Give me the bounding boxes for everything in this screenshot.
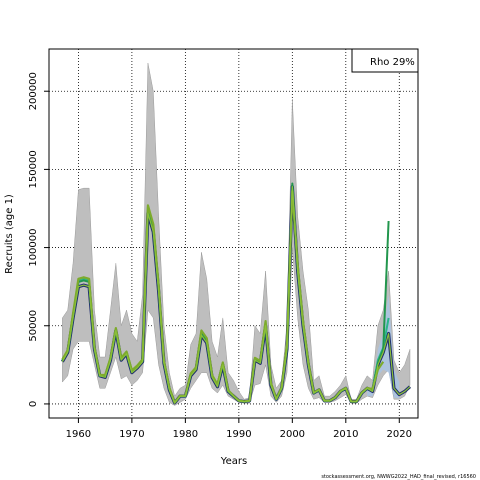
y-tick-label: 0 [28, 401, 39, 407]
x-tick-label: 1970 [119, 429, 144, 440]
y-tick-label: 200000 [28, 72, 39, 110]
legend-text: Rho 29% [370, 57, 415, 68]
y-tick-label: 50000 [28, 310, 39, 342]
confidence-band [62, 63, 411, 406]
plot-frame [48, 48, 419, 419]
x-tick-label: 1960 [66, 429, 91, 440]
legend-box [351, 48, 419, 73]
series-line-base-overlay [61, 185, 411, 404]
x-axis: 1960 1970 1980 1990 2000 2010 2020 [66, 418, 412, 440]
credit-text: stockassessment.org, NWWG2022_HAD_final_… [321, 474, 476, 480]
legend: Rho 29% [351, 48, 419, 73]
x-tick-label: 2000 [280, 429, 305, 440]
plot-area [48, 48, 419, 419]
y-axis: 0 50000 100000 150000 200000 [28, 72, 49, 407]
x-tick-label: 2020 [387, 429, 412, 440]
x-tick-label: 1990 [226, 429, 251, 440]
x-tick-label: 1980 [173, 429, 198, 440]
y-tick-label: 100000 [28, 228, 39, 266]
series-lines [60, 182, 412, 405]
x-tick-label: 2010 [333, 429, 358, 440]
x-axis-title: Years [220, 456, 247, 467]
y-axis-title: Recruits (age 1) [4, 194, 15, 274]
y-tick-label: 150000 [28, 150, 39, 188]
